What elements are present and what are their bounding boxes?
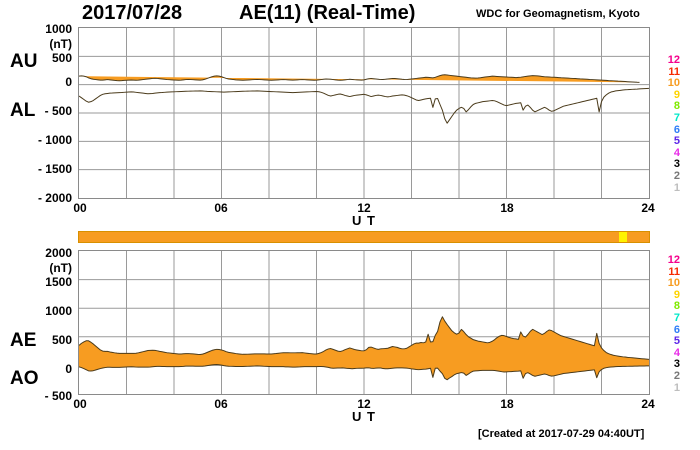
- color-scale-top-level-12: 12: [667, 54, 680, 66]
- plot-title: AE(11) (Real-Time): [239, 2, 416, 24]
- top-panel-au-al: [78, 27, 650, 199]
- label-ae: AE: [10, 330, 37, 351]
- color-scale-top-level-1: 1: [673, 181, 680, 194]
- color-scale-bottom-level-10: 10: [667, 277, 680, 290]
- color-scale-top-level-5: 5: [673, 135, 680, 148]
- color-scale-top-level-10: 10: [667, 77, 680, 90]
- activity-segment-0: [79, 232, 619, 242]
- color-scale-top-level-9: 9: [673, 88, 680, 101]
- bottom-x-axis-title: U T: [352, 409, 376, 424]
- top-unit-label: (nT): [49, 37, 72, 51]
- color-scale-bottom: 12 11 10 9 8 7 6 5 4 3 2 1: [658, 255, 680, 394]
- top-ytick-1000: 1000: [45, 22, 72, 36]
- label-au: AU: [10, 51, 38, 72]
- created-timestamp: [Created at 2017-07-29 04:40UT]: [478, 428, 645, 440]
- bottom-ytick-m500: - 500: [44, 389, 72, 403]
- top-ytick-0: 0: [65, 75, 72, 89]
- plot-date: 2017/07/28: [82, 2, 183, 24]
- color-scale-bottom-level-2: 2: [673, 369, 680, 382]
- bottom-unit-label: (nT): [49, 261, 72, 275]
- color-scale-bottom-level-4: 4: [673, 346, 680, 359]
- label-ao: AO: [10, 368, 39, 389]
- bottom-xtick-00: 00: [73, 397, 87, 411]
- bottom-ytick-0: 0: [65, 362, 72, 376]
- label-al: AL: [10, 100, 36, 121]
- top-ytick-m2000: - 2000: [37, 191, 72, 205]
- color-scale-bottom-level-7: 7: [673, 311, 680, 324]
- bottom-panel-ae-ao: [78, 250, 650, 395]
- color-scale-top-level-8: 8: [673, 100, 680, 113]
- top-ytick-500: 500: [51, 51, 72, 65]
- ae-ao-trace: [79, 251, 649, 394]
- color-scale-bottom-level-12: 12: [667, 254, 680, 266]
- color-scale-top: 12 11 10 9 8 7 6 5 4 3 2 1: [658, 55, 680, 194]
- bottom-ytick-1000: 1000: [45, 304, 72, 318]
- color-scale-bottom-level-9: 9: [673, 288, 680, 301]
- color-scale-bottom-level-1: 1: [673, 381, 680, 394]
- top-ytick-m1000: - 1000: [37, 133, 72, 147]
- top-ytick-m1500: - 1500: [37, 162, 72, 176]
- activity-segment-1: [618, 232, 628, 242]
- activity-status-bar: [78, 231, 650, 243]
- color-scale-top-level-11: 11: [668, 65, 680, 78]
- bottom-ytick-1500: 1500: [45, 275, 72, 289]
- color-scale-top-level-6: 6: [673, 123, 680, 136]
- top-xtick-18: 18: [500, 201, 514, 215]
- au-al-trace: [79, 28, 649, 198]
- color-scale-bottom-level-8: 8: [673, 300, 680, 313]
- bottom-xtick-12: 12: [357, 397, 371, 411]
- color-scale-bottom-level-6: 6: [673, 323, 680, 336]
- color-scale-bottom-level-3: 3: [673, 358, 680, 371]
- bottom-xtick-24: 24: [641, 397, 655, 411]
- color-scale-top-level-7: 7: [673, 111, 680, 124]
- top-xtick-12: 12: [357, 201, 371, 215]
- bottom-ytick-2000: 2000: [45, 246, 72, 260]
- top-ytick-m500: - 500: [44, 104, 72, 118]
- top-xtick-24: 24: [641, 201, 655, 215]
- bottom-xtick-06: 06: [214, 397, 228, 411]
- plot-credit: WDC for Geomagnetism, Kyoto: [476, 8, 640, 20]
- color-scale-bottom-level-5: 5: [673, 335, 680, 348]
- bottom-ytick-500: 500: [51, 333, 72, 347]
- top-xtick-06: 06: [214, 201, 228, 215]
- color-scale-bottom-level-11: 11: [668, 265, 680, 278]
- color-scale-top-level-3: 3: [673, 158, 680, 171]
- top-x-axis-title: U T: [352, 213, 376, 228]
- color-scale-top-level-2: 2: [673, 169, 680, 182]
- activity-segment-2: [627, 232, 649, 242]
- color-scale-top-level-4: 4: [673, 146, 680, 159]
- bottom-xtick-18: 18: [500, 397, 514, 411]
- top-xtick-00: 00: [73, 201, 87, 215]
